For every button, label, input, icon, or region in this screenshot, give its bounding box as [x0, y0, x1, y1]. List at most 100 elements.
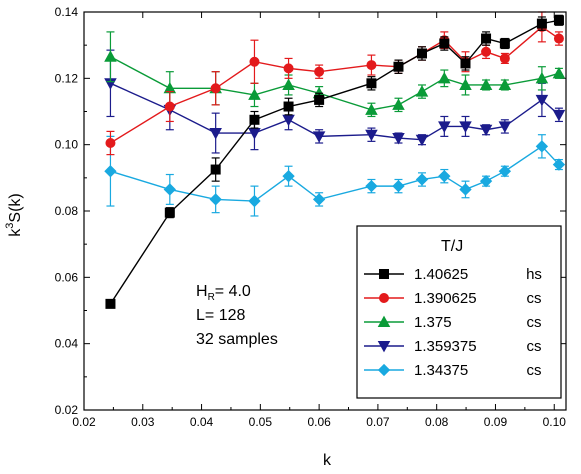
data-point: [366, 60, 377, 71]
legend-label: 1.375: [414, 314, 452, 331]
data-point: [365, 103, 378, 115]
data-point: [104, 165, 117, 178]
x-tick-label: 0.05: [249, 415, 273, 429]
series-4: [104, 134, 566, 217]
data-point: [415, 134, 429, 147]
data-point: [283, 63, 294, 74]
data-point: [392, 98, 405, 110]
samples-label: 32 samples: [196, 331, 278, 348]
data-point: [499, 53, 510, 64]
data-point: [104, 50, 117, 62]
y-tick-label: 0.04: [55, 337, 79, 351]
y-tick-label: 0.14: [55, 5, 79, 19]
data-point: [498, 165, 512, 178]
data-point: [282, 170, 295, 183]
data-point: [312, 193, 326, 206]
data-point: [365, 129, 378, 142]
series-line: [110, 82, 560, 141]
data-point: [498, 121, 512, 133]
y-tick-label: 0.12: [55, 71, 79, 85]
series-0: [105, 14, 564, 309]
data-point: [459, 78, 472, 90]
data-point: [366, 78, 377, 89]
legend-label: 1.40625: [414, 266, 468, 283]
data-point: [209, 128, 222, 140]
data-point: [393, 61, 404, 72]
legend-label: 1.359375: [414, 338, 477, 355]
data-point: [164, 207, 175, 218]
data-point: [249, 114, 260, 125]
data-point: [552, 66, 566, 79]
y-tick-label: 0.08: [55, 204, 79, 218]
data-point: [460, 58, 471, 69]
legend-entry: 1.375 cs: [364, 314, 542, 331]
data-point: [416, 48, 427, 59]
data-point: [535, 94, 549, 107]
x-tick-label: 0.07: [366, 415, 390, 429]
data-point: [105, 298, 116, 309]
x-tick-label: 0.04: [190, 415, 214, 429]
data-point: [163, 183, 176, 196]
data-point: [535, 71, 549, 84]
legend-marker: [377, 340, 391, 353]
y-axis-label: k3S(k): [4, 193, 24, 236]
data-point: [312, 131, 326, 143]
data-point: [282, 114, 295, 127]
data-point: [498, 78, 512, 90]
x-tick-label: 0.09: [484, 415, 508, 429]
data-point: [552, 109, 566, 122]
data-point: [314, 94, 325, 105]
legend-entry: 1.40625 hs: [364, 266, 542, 283]
legend-tag: cs: [527, 314, 542, 331]
legend-marker: [377, 315, 391, 328]
data-point: [438, 170, 451, 183]
data-point: [479, 124, 493, 137]
legend-marker: [377, 363, 391, 377]
data-point: [314, 66, 325, 77]
legend-label: 1.390625: [414, 290, 477, 307]
data-point: [210, 83, 221, 94]
data-point: [248, 88, 261, 100]
data-point: [479, 78, 493, 90]
data-point: [536, 18, 547, 29]
data-point: [415, 85, 429, 97]
x-tick-label: 0.10: [543, 415, 567, 429]
series-line: [110, 145, 560, 202]
legend-entries: 1.40625 hs 1.390625 cs 1.375 cs 1.359375 cs 1.34…: [364, 266, 542, 379]
data-point: [459, 183, 472, 196]
data-point: [415, 173, 429, 186]
data-point: [392, 133, 405, 145]
data-point: [499, 38, 510, 49]
data-point: [553, 33, 564, 44]
legend-tag: cs: [527, 338, 542, 355]
x-tick-label: 0.03: [131, 415, 155, 429]
data-point: [210, 164, 221, 175]
data-point: [392, 179, 405, 193]
data-point: [249, 56, 260, 67]
data-point: [248, 194, 261, 208]
data-point: [209, 193, 222, 206]
data-point: [481, 33, 492, 44]
series-1: [105, 11, 564, 156]
legend-marker: [378, 268, 389, 279]
data-point: [481, 46, 492, 57]
data-point: [535, 140, 549, 153]
x-tick-label: 0.02: [72, 415, 96, 429]
legend-marker: [378, 292, 389, 303]
data-point: [105, 138, 116, 149]
legend-entry: 1.390625 cs: [364, 290, 542, 307]
legend-title: T/J: [441, 238, 463, 255]
y-tick-label: 0.10: [55, 138, 79, 152]
legend-entry: 1.34375 cs: [364, 362, 542, 379]
series-3: [104, 49, 566, 154]
y-tick-label: 0.02: [55, 403, 79, 417]
data-point: [164, 101, 175, 112]
svg-text:k3S(k): k3S(k): [4, 193, 24, 236]
data-point: [553, 15, 564, 26]
data-point: [439, 38, 450, 49]
x-axis-label: k: [323, 452, 332, 469]
lattice-size-label: L= 128: [196, 307, 245, 324]
x-tick-label: 0.06: [307, 415, 331, 429]
data-point: [283, 101, 294, 112]
